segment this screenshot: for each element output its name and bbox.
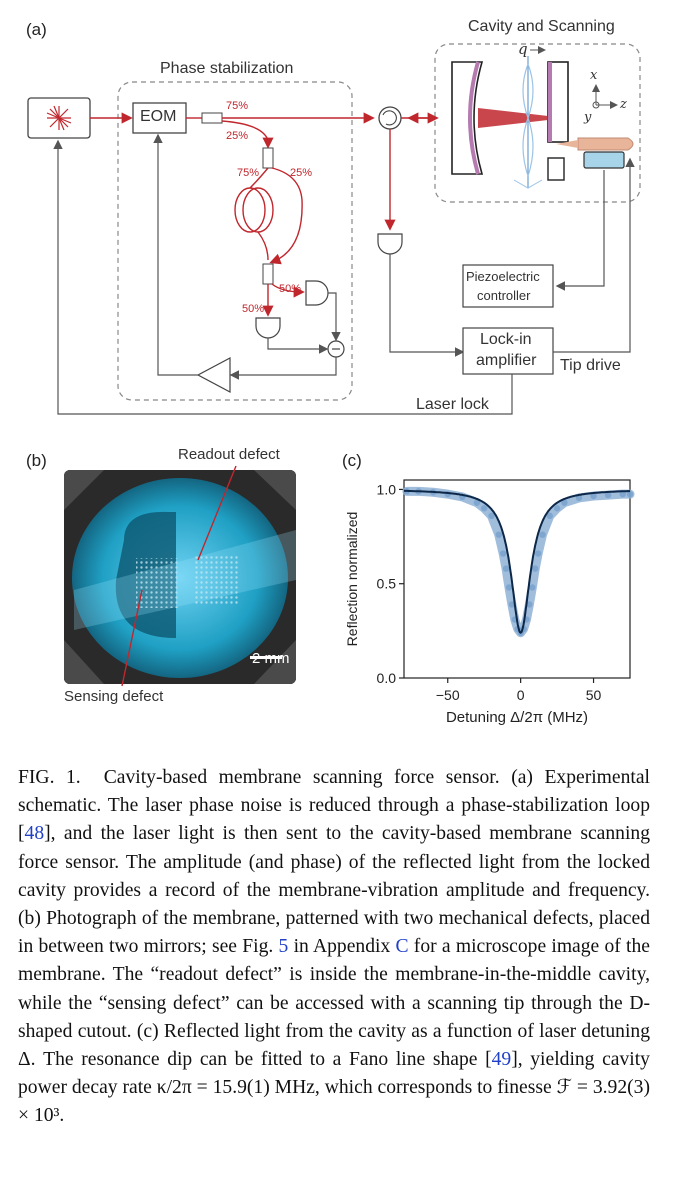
piezo-controller-box xyxy=(462,264,554,308)
axis-x-label: x xyxy=(590,68,598,83)
schematic-diagram xyxy=(27,43,641,415)
eom-label: EOM xyxy=(140,108,177,125)
y-tick-label: 0.0 xyxy=(377,670,397,686)
caption-part-e: ], yielding cavity power decay rate κ/2π… xyxy=(18,1049,650,1127)
data-point xyxy=(539,531,546,538)
figure-caption: FIG. 1. Cavity-based membrane scanning f… xyxy=(18,764,650,1131)
phase-stabilization-title: Phase stabilization xyxy=(160,60,294,77)
split-25-b: 25% xyxy=(290,167,313,179)
lockin-amplifier-box xyxy=(462,327,554,375)
sensing-defect-label: Sensing defect xyxy=(64,688,164,705)
panel-label-c: (c) xyxy=(342,451,362,470)
caption-part-b: ], and the laser light is then sent to t… xyxy=(18,823,650,958)
split-50-b: 50% xyxy=(242,303,265,315)
data-point xyxy=(604,491,612,499)
data-point xyxy=(495,531,502,538)
delay-loop-1 xyxy=(234,187,266,233)
piezo-label-1: Piezoelectric xyxy=(466,269,540,284)
cavity-beam xyxy=(478,108,548,128)
cavity-mirror-left xyxy=(451,61,484,175)
x-axis-label: Detuning Δ/2π (MHz) xyxy=(446,709,588,726)
laser-lock-label: Laser lock xyxy=(416,396,489,413)
caption-title: Cavity-based membrane scanning force sen… xyxy=(103,767,500,788)
phase-stabilization-box xyxy=(117,81,353,401)
x-tick-label: 0 xyxy=(517,687,525,703)
fit-curve xyxy=(403,489,631,634)
reflection-chart: 0.0 0.5 1.0 −50 0 50 Detuning Δ/2π (MHz) Reflec… xyxy=(344,479,635,726)
split-25-a: 25% xyxy=(226,130,249,142)
scale-bar-label: 2 mm xyxy=(252,650,290,667)
plot-frame xyxy=(403,479,631,679)
tip-drive-label: Tip drive xyxy=(560,357,621,374)
data-point xyxy=(499,550,507,557)
data-point xyxy=(508,601,516,608)
y-tick-label: 1.0 xyxy=(377,481,397,497)
data-point xyxy=(590,492,597,500)
split-50-a: 50% xyxy=(279,283,302,295)
ref-appendix-c-link[interactable]: C xyxy=(395,936,409,958)
axis-icon xyxy=(592,84,618,109)
piezo-label-2: controller xyxy=(477,288,531,303)
caption-lead: FIG. 1. xyxy=(18,767,81,788)
data-point xyxy=(526,601,533,608)
x-tick-label: −50 xyxy=(436,687,460,703)
data-point xyxy=(534,550,542,557)
lower-mirror xyxy=(547,157,565,181)
data-point xyxy=(626,490,634,498)
split-75-a: 75% xyxy=(226,100,249,112)
ref-fig5-link[interactable]: 5 xyxy=(278,936,289,958)
data-point xyxy=(553,505,561,512)
caption-part-c: in Appendix xyxy=(288,936,396,958)
data-point xyxy=(480,505,488,512)
lockin-label-2: amplifier xyxy=(476,352,537,369)
axis-z-label: z xyxy=(620,97,627,112)
scanning-tip xyxy=(577,137,634,151)
readout-defect-label: Readout defect xyxy=(178,446,280,463)
caption-part-a: (a) Experimental schematic. The laser ph… xyxy=(18,767,650,845)
laser-icon xyxy=(46,105,72,131)
data-point xyxy=(575,494,583,502)
data-point xyxy=(473,499,481,506)
ref-48-link[interactable]: 48 xyxy=(24,823,45,845)
data-point xyxy=(488,512,495,520)
piezo-block xyxy=(583,151,625,169)
data-point xyxy=(546,512,554,520)
eom-box xyxy=(132,102,187,134)
panel-label-b: (b) xyxy=(26,451,47,470)
photodetector-3 xyxy=(377,233,403,255)
data-point xyxy=(505,584,513,591)
measured-data-band xyxy=(402,486,635,638)
amplifier-triangle xyxy=(196,357,231,393)
data-point xyxy=(529,584,536,591)
data-point xyxy=(561,499,568,506)
cavity-scanning-title: Cavity and Scanning xyxy=(468,18,615,35)
y-tick-label: 0.5 xyxy=(377,576,397,592)
axis-q-label: q xyxy=(518,40,528,58)
panel-label-a: (a) xyxy=(26,20,47,39)
photodetector-2 xyxy=(255,317,281,339)
x-tick-label: 50 xyxy=(586,687,602,703)
photodetector-1 xyxy=(305,280,329,306)
split-75-b: 75% xyxy=(237,167,260,179)
y-axis-label: Reflection normalized xyxy=(344,512,360,647)
axis-y-label: y xyxy=(584,110,592,125)
data-point xyxy=(502,565,510,572)
data-point xyxy=(619,490,626,498)
lockin-label-1: Lock-in xyxy=(480,331,532,348)
ref-49-link[interactable]: 49 xyxy=(491,1049,512,1071)
caption-part-d: for a microscope image of the membrane. … xyxy=(18,936,650,1071)
data-point xyxy=(532,565,539,572)
